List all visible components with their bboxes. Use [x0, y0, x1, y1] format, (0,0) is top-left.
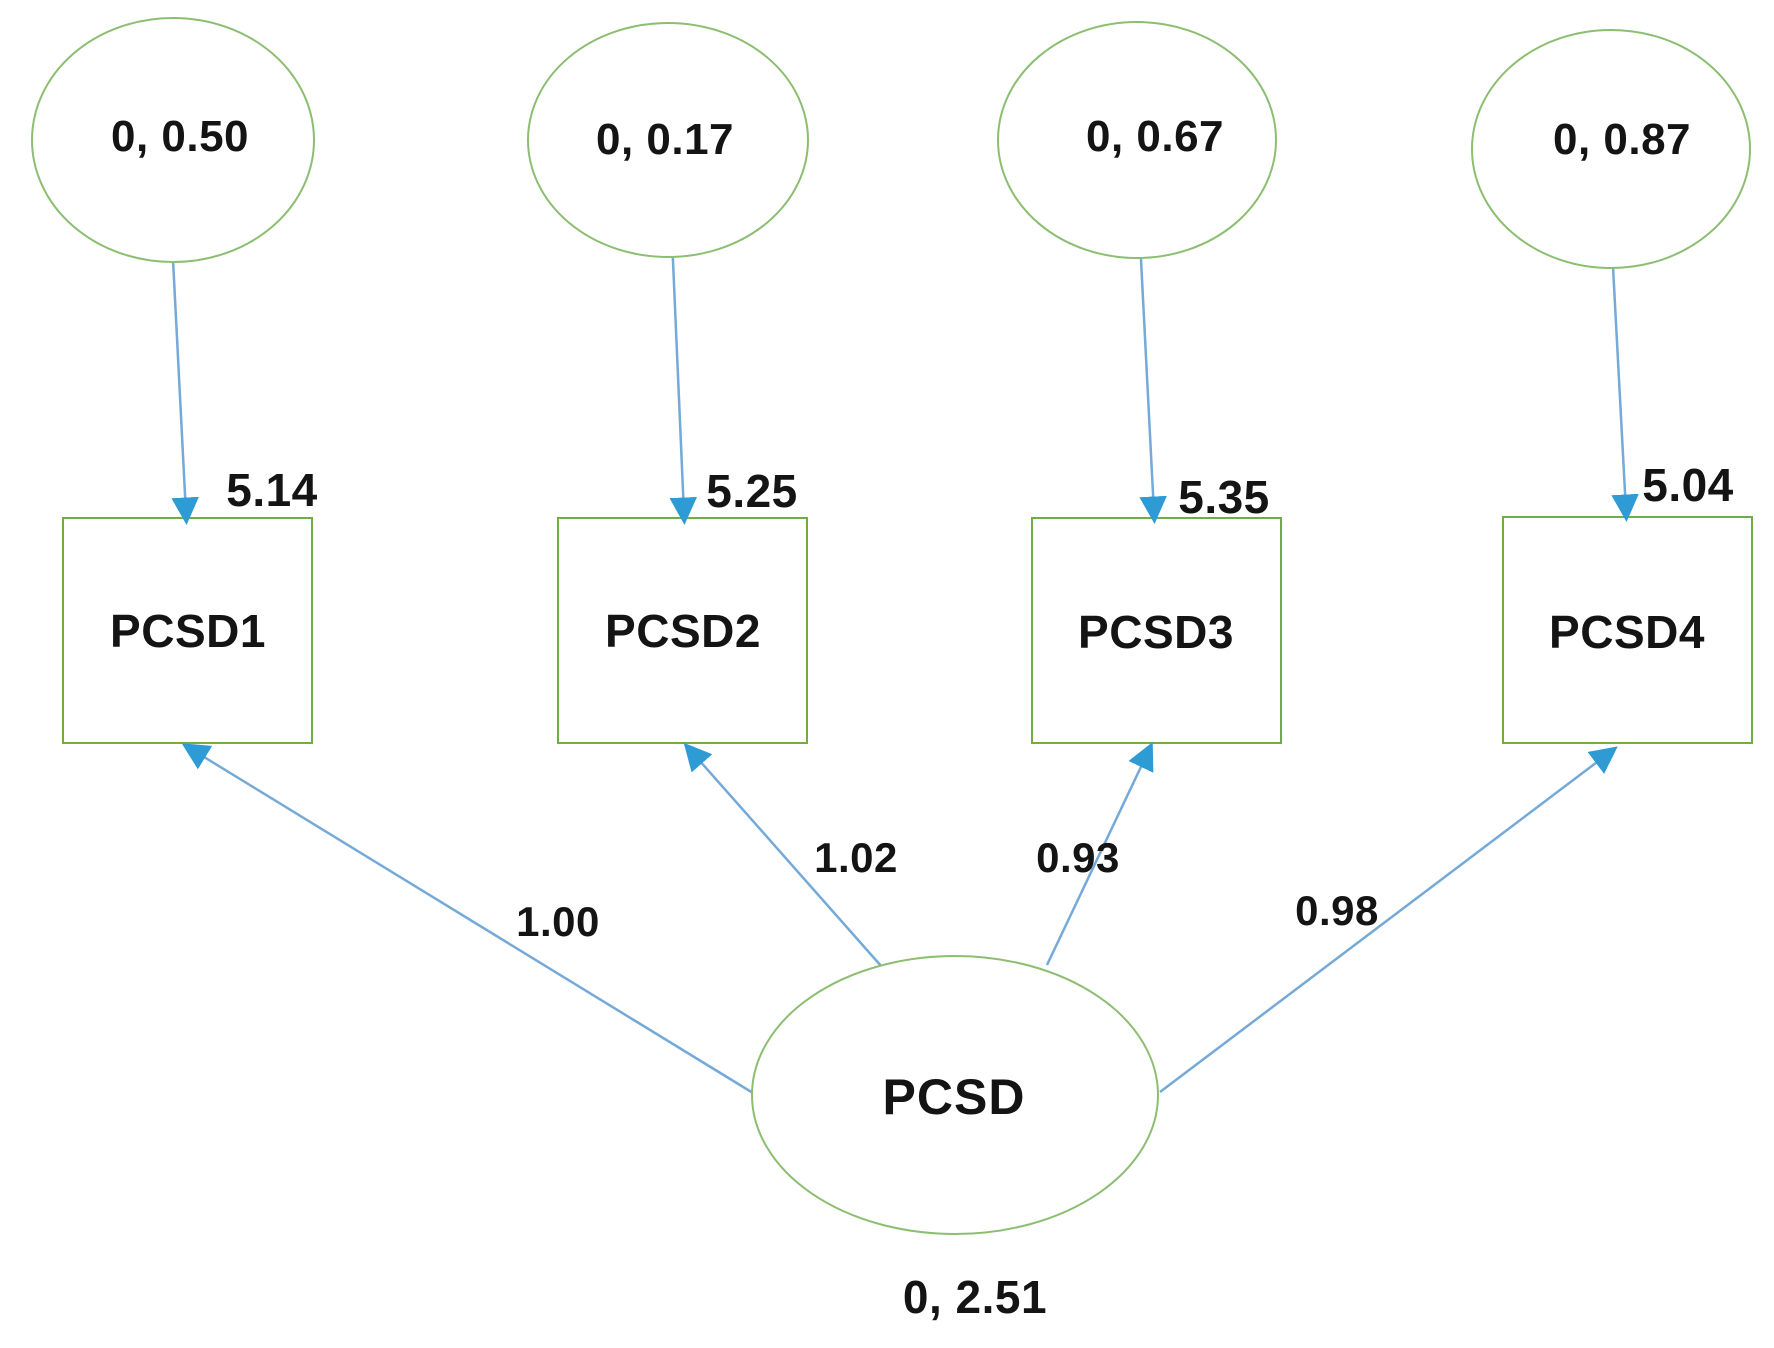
loading-label-pcsd3: 0.93: [1036, 834, 1120, 881]
latent-ellipse-pcsd: [751, 955, 1159, 1235]
loading-label-pcsd4: 0.98: [1295, 887, 1379, 934]
intercept-label-pcsd3: 5.35: [1178, 471, 1270, 523]
intercept-label-pcsd1: 5.14: [226, 464, 318, 516]
error-circle-pcsd2: [527, 22, 809, 258]
loading-arrow-pcsd2: [683, 742, 883, 968]
indicator-box-pcsd1: [62, 517, 313, 744]
intercept-label-pcsd4: 5.04: [1642, 459, 1734, 511]
loading-arrow-pcsd4: [1159, 746, 1618, 1093]
error-label-pcsd2: 0, 0.17: [595, 115, 735, 164]
error-arrow-pcsd2: [669, 237, 698, 525]
error-circle-pcsd1: [31, 17, 315, 263]
latent-label: PCSD: [882, 1069, 1026, 1125]
error-label-pcsd3: 0, 0.67: [1085, 112, 1225, 161]
error-label-pcsd1: 0, 0.50: [110, 112, 250, 161]
error-circle-pcsd4: [1471, 29, 1751, 269]
indicator-box-pcsd4: [1502, 516, 1753, 744]
loading-arrow-pcsd1: [181, 743, 754, 1095]
indicator-box-pcsd2: [557, 517, 808, 744]
error-label-pcsd4: 0, 0.87: [1552, 115, 1692, 164]
loading-arrow-pcsd3: [1045, 742, 1154, 966]
error-arrow-pcsd3: [1138, 239, 1167, 524]
indicator-label-pcsd1: PCSD1: [110, 605, 266, 657]
latent-mean-variance-label: 0, 2.51: [902, 1271, 1048, 1323]
loading-label-pcsd1: 1.00: [516, 898, 600, 945]
error-arrow-pcsd1: [170, 239, 199, 525]
loading-label-pcsd2: 1.02: [814, 834, 898, 881]
indicator-label-pcsd2: PCSD2: [605, 605, 761, 657]
indicator-label-pcsd3: PCSD3: [1078, 606, 1234, 658]
indicator-label-pcsd4: PCSD4: [1549, 606, 1705, 658]
intercept-label-pcsd2: 5.25: [706, 465, 798, 517]
error-arrow-pcsd4: [1610, 247, 1639, 522]
error-circle-pcsd3: [997, 21, 1277, 259]
